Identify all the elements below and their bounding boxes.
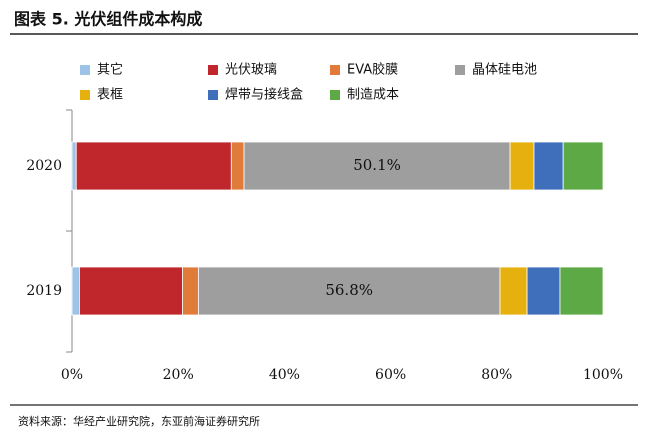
legend-label: 表框 [97, 88, 123, 103]
legend-swatch [330, 90, 340, 100]
legend-label: 晶体硅电池 [472, 63, 537, 78]
legend-swatch [455, 65, 465, 75]
bar-segment [75, 141, 232, 191]
x-tick-label: 20% [163, 367, 194, 383]
bar-segment [499, 266, 528, 316]
bar-segment [182, 266, 199, 316]
legend-swatch [208, 65, 218, 75]
legend-swatch [80, 65, 90, 75]
bar-segment [243, 141, 511, 191]
y-tick-label: 2020 [26, 158, 62, 174]
bar-segment [71, 141, 77, 191]
bar-segment [526, 266, 561, 316]
legend-label: 焊带与接线盒 [225, 87, 303, 103]
legend-swatch [208, 90, 218, 100]
bar-segment [71, 266, 80, 316]
chart-title: 图表 5. 光伏组件成本构成 [14, 10, 202, 29]
data-label: 50.1% [353, 156, 401, 174]
bar-segment [533, 141, 564, 191]
x-tick-label: 100% [583, 367, 623, 383]
y-tick-label: 2019 [26, 283, 62, 299]
legend-label: 制造成本 [347, 88, 399, 103]
x-tick-label: 80% [481, 367, 512, 383]
legend-label: 光伏玻璃 [225, 63, 277, 78]
legend-label: EVA胶膜 [347, 62, 398, 78]
data-label: 56.8% [325, 281, 373, 299]
bar-segment [509, 141, 535, 191]
x-tick-label: 40% [269, 367, 300, 383]
x-tick-label: 0% [61, 367, 83, 383]
bar-segment [559, 266, 604, 316]
legend-label: 其它 [97, 62, 123, 78]
x-tick-label: 60% [375, 367, 406, 383]
source: 资料来源：华经产业研究院，东亚前海证券研究所 [18, 414, 260, 428]
bar-segment [562, 141, 604, 191]
legend-swatch [330, 65, 340, 75]
bar-segment [79, 266, 183, 316]
bar-segment [230, 141, 245, 191]
legend-swatch [80, 90, 90, 100]
